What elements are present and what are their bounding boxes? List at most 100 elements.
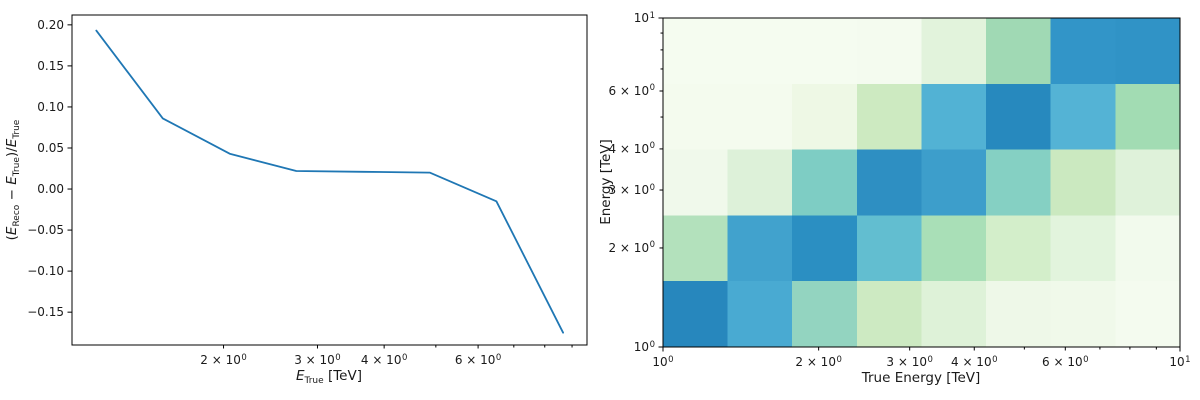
- heatmap-cell: [856, 18, 922, 84]
- heatmap-cell: [856, 149, 922, 216]
- right-y-tick-label: 4 × 100: [608, 141, 655, 159]
- label-segment: 10: [633, 11, 650, 25]
- heatmap-cell: [1115, 83, 1180, 150]
- heatmap-cell: [727, 18, 793, 84]
- label-segment: (: [4, 235, 20, 241]
- label-segment: 0.10: [37, 99, 64, 114]
- heatmap-cell: [986, 149, 1051, 216]
- label-segment: 0: [649, 240, 655, 251]
- heatmap-cell: [986, 83, 1051, 150]
- heatmap-cell: [1050, 215, 1116, 282]
- label-segment: 0: [927, 354, 933, 365]
- label-segment: 0.05: [37, 140, 64, 155]
- label-segment: 6 × 10: [608, 83, 650, 98]
- label-segment: 0.20: [37, 17, 64, 32]
- label-segment: 0.15: [37, 58, 64, 73]
- right-x-tick-label: 101: [1169, 354, 1190, 372]
- label-segment: 3 × 10: [294, 353, 335, 367]
- label-segment: Reco: [12, 204, 22, 227]
- heatmap-cell: [1115, 18, 1180, 84]
- label-segment: −0.05: [27, 223, 64, 238]
- heatmap-cell: [986, 18, 1051, 84]
- right-x-tick-label: 2 × 100: [795, 354, 842, 372]
- label-segment: 6 × 10: [1042, 355, 1083, 369]
- label-segment: )/: [4, 147, 20, 158]
- label-segment: E: [4, 176, 20, 185]
- label-segment: 0: [335, 352, 341, 363]
- right-y-tick-label: 101: [634, 10, 655, 28]
- label-segment: 0: [495, 352, 502, 363]
- label-segment: 0: [668, 354, 674, 365]
- right-y-tick-label: 2 × 100: [608, 240, 655, 258]
- left-y-tick-label: 0.00: [37, 181, 64, 197]
- heatmap-cell: [921, 83, 987, 150]
- left-x-tick-label: 2 × 100: [200, 352, 247, 370]
- label-segment: E: [4, 226, 20, 236]
- label-segment: 0: [649, 339, 655, 350]
- heatmap-cell: [727, 215, 793, 282]
- heatmap-cell: [663, 281, 728, 347]
- heatmap-cell: [663, 83, 728, 150]
- heatmap-cell: [792, 215, 857, 282]
- right-y-tick-label: 6 × 100: [608, 83, 655, 101]
- heatmap-cell: [663, 215, 728, 282]
- heatmap-cell: [727, 281, 793, 347]
- label-segment: True: [12, 119, 22, 139]
- right-x-tick-label: 3 × 100: [886, 354, 933, 372]
- label-segment: 4 × 10: [950, 355, 992, 369]
- label-segment: E: [296, 368, 305, 384]
- heatmap-cell: [792, 18, 857, 84]
- right-x-tick-label: 4 × 100: [951, 354, 998, 372]
- right-x-tick-label: 100: [652, 354, 673, 372]
- heatmap-cell: [1050, 18, 1116, 84]
- label-segment: 3 × 10: [886, 355, 927, 369]
- heatmap-cell: [921, 215, 987, 282]
- label-segment: 0: [992, 354, 998, 365]
- label-segment: 10: [652, 355, 668, 369]
- left-plot-xlabel: ETrue [TeV]: [296, 368, 362, 386]
- heatmap-cell: [1050, 149, 1116, 216]
- label-segment: 0: [649, 141, 655, 152]
- label-segment: 0: [649, 182, 655, 193]
- heatmap-cell: [1115, 215, 1180, 282]
- heatmap-cell: [727, 149, 793, 216]
- label-segment: 6 × 10: [454, 353, 496, 367]
- label-segment: −0.10: [27, 264, 64, 279]
- heatmap-cell: [921, 149, 987, 216]
- heatmap-cell: [856, 83, 922, 150]
- heatmap-cell: [921, 281, 987, 347]
- label-segment: 0: [241, 352, 247, 363]
- left-y-tick-label: −0.05: [27, 222, 64, 238]
- label-segment: 4 × 10: [608, 141, 650, 156]
- label-segment: True: [304, 376, 324, 386]
- label-segment: 3 × 10: [608, 183, 650, 198]
- heatmap-cell: [986, 281, 1051, 347]
- right-y-tick-label: 100: [634, 339, 655, 357]
- label-segment: −: [4, 184, 20, 205]
- label-segment: True: [12, 157, 22, 177]
- label-segment: 0: [649, 83, 655, 94]
- label-segment: −0.15: [27, 305, 64, 320]
- heatmap-cell: [856, 281, 922, 347]
- label-segment: 10: [633, 340, 650, 354]
- label-segment: E: [4, 138, 20, 148]
- label-segment: 10: [1169, 355, 1185, 369]
- left-x-tick-label: 6 × 100: [455, 352, 502, 370]
- left-y-tick-label: −0.10: [27, 263, 64, 279]
- left-y-tick-label: 0.05: [37, 140, 64, 156]
- right-plot-frame: [662, 17, 1181, 348]
- label-segment: 1: [1185, 354, 1191, 365]
- right-plot-xlabel: True Energy [TeV]: [861, 370, 981, 386]
- left-x-tick-label: 3 × 100: [294, 352, 341, 370]
- left-y-tick-label: 0.20: [37, 17, 64, 33]
- heatmap-cell: [1115, 149, 1180, 216]
- label-segment: 1: [649, 10, 655, 21]
- left-plot-frame: [71, 14, 588, 346]
- left-y-tick-label: −0.15: [27, 304, 64, 320]
- heatmap-cell: [727, 83, 793, 150]
- label-segment: 2 × 10: [608, 240, 650, 255]
- heatmap-cell: [792, 149, 857, 216]
- bias-line-series: [95, 29, 564, 334]
- left-x-tick-label: 4 × 100: [361, 352, 408, 370]
- heatmap-cell: [856, 215, 922, 282]
